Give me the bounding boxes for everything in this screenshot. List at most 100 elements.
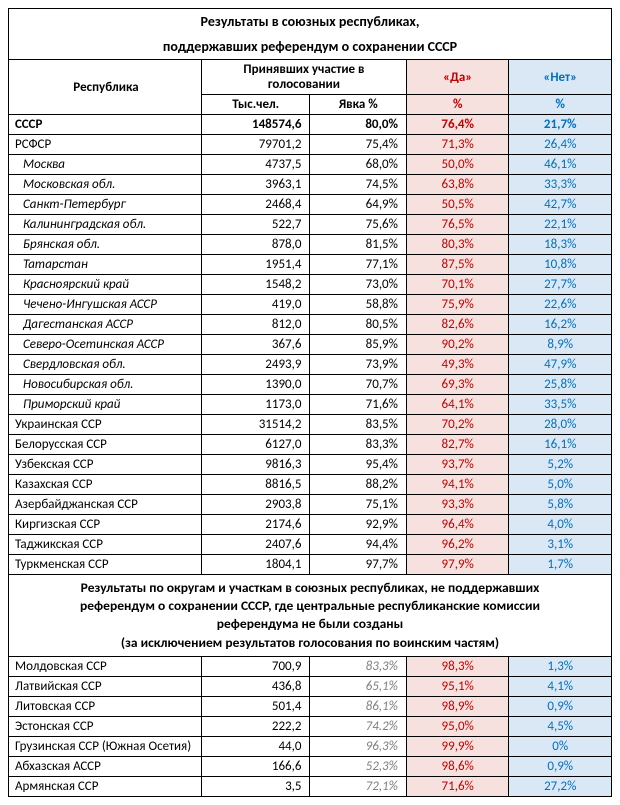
- cell-no: 33,3%: [509, 175, 612, 195]
- cell-yes: 95,0%: [406, 716, 509, 736]
- table-row: Азербайджанская ССР2903,875,1%93,3%5,8%: [9, 495, 612, 515]
- cell-no: 28,0%: [509, 415, 612, 435]
- cell-yes: 80,3%: [406, 235, 509, 255]
- cell-yes: 96,2%: [406, 535, 509, 555]
- cell-no: 1,3%: [509, 656, 612, 676]
- cell-thousand: 1548,2: [201, 275, 310, 295]
- cell-thousand: 878,0: [201, 235, 310, 255]
- cell-yes: 95,1%: [406, 676, 509, 696]
- cell-no: 22,1%: [509, 215, 612, 235]
- cell-turnout: 80,5%: [310, 315, 406, 335]
- table-row: Грузинская ССР (Южная Осетия)44,096,3%99…: [9, 736, 612, 756]
- cell-name: Молдовская ССР: [9, 656, 202, 676]
- cell-name: Брянская обл.: [9, 235, 202, 255]
- cell-name: Северо-Осетинская АССР: [9, 335, 202, 355]
- cell-turnout: 70,7%: [310, 375, 406, 395]
- table-row: Туркменская ССР1804,197,7%97,9%1,7%: [9, 555, 612, 575]
- cell-yes: 50,5%: [406, 195, 509, 215]
- cell-no: 42,7%: [509, 195, 612, 215]
- header-participated: Принявших участие в голосовании: [201, 60, 406, 95]
- cell-name: Украинская ССР: [9, 415, 202, 435]
- cell-turnout: 74.2%: [310, 716, 406, 736]
- table-row: Украинская ССР31514,283,5%70,2%28,0%: [9, 415, 612, 435]
- table-row: Армянская ССР3,572,1%71,6%27,2%: [9, 776, 612, 796]
- cell-no: 0,9%: [509, 756, 612, 776]
- cell-turnout: 68,0%: [310, 155, 406, 175]
- cell-yes: 98,6%: [406, 756, 509, 776]
- cell-thousand: 148574,6: [201, 115, 310, 135]
- cell-turnout: 65,1%: [310, 676, 406, 696]
- cell-thousand: 1173,0: [201, 395, 310, 415]
- cell-no: 3,1%: [509, 535, 612, 555]
- cell-name: Татарстан: [9, 255, 202, 275]
- cell-no: 47,9%: [509, 355, 612, 375]
- cell-yes: 96,4%: [406, 515, 509, 535]
- cell-no: 10,8%: [509, 255, 612, 275]
- cell-yes: 93,7%: [406, 455, 509, 475]
- cell-thousand: 501,4: [201, 696, 310, 716]
- cell-turnout: 52,3%: [310, 756, 406, 776]
- cell-yes: 71,6%: [406, 776, 509, 796]
- header-thousand: Тыс.чел.: [201, 95, 310, 115]
- cell-no: 21,7%: [509, 115, 612, 135]
- table-row: Приморский край1173,071,6%64,1%33,5%: [9, 395, 612, 415]
- table-row: Киргизская ССР2174,692,9%96,4%4,0%: [9, 515, 612, 535]
- cell-name: Абхазская АССР: [9, 756, 202, 776]
- cell-no: 5,2%: [509, 455, 612, 475]
- cell-no: 25,8%: [509, 375, 612, 395]
- cell-yes: 70,2%: [406, 415, 509, 435]
- table-row: Санкт-Петербург2468,464,9%50,5%42,7%: [9, 195, 612, 215]
- table-row: Свердловская обл.2493,973,9%49,3%47,9%: [9, 355, 612, 375]
- table-row: Татарстан1951,477,1%87,5%10,8%: [9, 255, 612, 275]
- cell-thousand: 8816,5: [201, 475, 310, 495]
- cell-turnout: 75,1%: [310, 495, 406, 515]
- cell-thousand: 2174,6: [201, 515, 310, 535]
- cell-name: Свердловская обл.: [9, 355, 202, 375]
- cell-yes: 76,4%: [406, 115, 509, 135]
- table-row: Литовская ССР501,486,1%98,9%0,9%: [9, 696, 612, 716]
- table-row: Молдовская ССР700,983,3%98,3%1,3%: [9, 656, 612, 676]
- cell-no: 16,1%: [509, 435, 612, 455]
- cell-no: 46,1%: [509, 155, 612, 175]
- cell-name: Армянская ССР: [9, 776, 202, 796]
- cell-thousand: 222,2: [201, 716, 310, 736]
- cell-yes: 69,3%: [406, 375, 509, 395]
- cell-turnout: 94,4%: [310, 535, 406, 555]
- cell-thousand: 1951,4: [201, 255, 310, 275]
- table-row: Новосибирская обл.1390,070,7%69,3%25,8%: [9, 375, 612, 395]
- cell-yes: 70,1%: [406, 275, 509, 295]
- cell-name: РСФСР: [9, 135, 202, 155]
- cell-turnout: 97,7%: [310, 555, 406, 575]
- cell-no: 5,0%: [509, 475, 612, 495]
- mid-title: Результаты по округам и участкам в союзн…: [9, 575, 612, 657]
- table-row: РСФСР79701,275,4%71,3%26,4%: [9, 135, 612, 155]
- cell-thousand: 1390,0: [201, 375, 310, 395]
- cell-thousand: 79701,2: [201, 135, 310, 155]
- cell-thousand: 44,0: [201, 736, 310, 756]
- table-row: Эстонская ССР222,274.2%95,0%4,5%: [9, 716, 612, 736]
- table-row: Москва4737,568,0%50,0%46,1%: [9, 155, 612, 175]
- cell-yes: 63,8%: [406, 175, 509, 195]
- cell-no: 1,7%: [509, 555, 612, 575]
- cell-name: Санкт-Петербург: [9, 195, 202, 215]
- cell-yes: 93,3%: [406, 495, 509, 515]
- cell-thousand: 166,6: [201, 756, 310, 776]
- cell-no: 16,2%: [509, 315, 612, 335]
- cell-name: Калининградская обл.: [9, 215, 202, 235]
- cell-thousand: 522,7: [201, 215, 310, 235]
- cell-yes: 97,9%: [406, 555, 509, 575]
- cell-turnout: 95,4%: [310, 455, 406, 475]
- cell-turnout: 88,2%: [310, 475, 406, 495]
- cell-name: Грузинская ССР (Южная Осетия): [9, 736, 202, 756]
- table-row: Чечено-Ингушская АССР419,058,8%75,9%22,6…: [9, 295, 612, 315]
- table-row: Дагестанская АССР812,080,5%82,6%16,2%: [9, 315, 612, 335]
- cell-thousand: 3963,1: [201, 175, 310, 195]
- cell-thousand: 419,0: [201, 295, 310, 315]
- cell-yes: 99,9%: [406, 736, 509, 756]
- cell-turnout: 75,4%: [310, 135, 406, 155]
- cell-name: Красноярский край: [9, 275, 202, 295]
- cell-no: 22,6%: [509, 295, 612, 315]
- cell-name: Казахская ССР: [9, 475, 202, 495]
- cell-yes: 50,0%: [406, 155, 509, 175]
- cell-turnout: 75,6%: [310, 215, 406, 235]
